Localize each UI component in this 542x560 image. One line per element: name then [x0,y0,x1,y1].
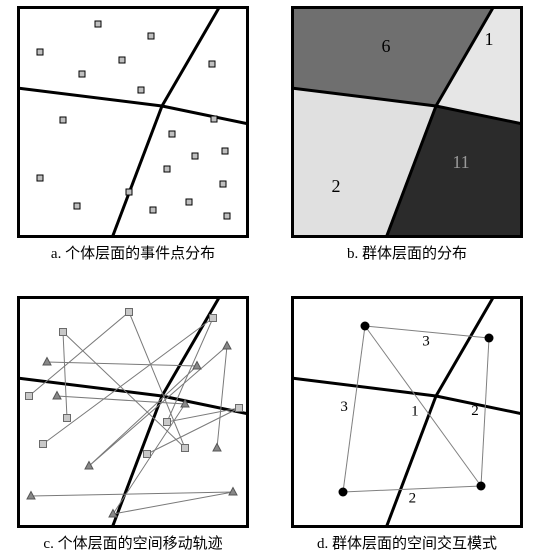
panel-b-svg: 6 1 2 11 [291,6,523,238]
event-point [186,199,192,205]
trajectory-square-marker [26,393,33,400]
edge-label: 2 [471,403,479,419]
trajectory-square-marker [182,445,189,452]
event-point [37,175,43,181]
interaction-node [485,334,494,343]
interaction-node [339,488,348,497]
trajectory-square-marker [126,309,133,316]
edge-label: 3 [340,399,348,415]
panel-c-svg [17,296,249,528]
edge-label: 1 [411,403,419,419]
event-point [222,148,228,154]
panel-c-caption: c. 个体层面的空间移动轨迹 [17,532,249,553]
event-point [220,181,226,187]
event-point [164,166,170,172]
event-point [169,131,175,137]
event-point [37,49,43,55]
panel-a-svg [17,6,249,238]
cell-label: 1 [485,29,494,49]
cell-label: 6 [382,36,391,56]
trajectory-square-marker [236,405,243,412]
trajectory-square-marker [164,419,171,426]
event-point [95,21,101,27]
trajectory-square-marker [64,415,71,422]
event-point [224,213,230,219]
cell-label: 2 [332,176,341,196]
event-point [150,207,156,213]
panel-d: 3 3 1 2 2 d. 群体层面的空间交互模式 [291,296,523,553]
trajectory-square-marker [40,441,47,448]
event-point [119,57,125,63]
edge-label: 2 [409,490,417,506]
trajectory-square-marker [144,451,151,458]
trajectory-square-marker [60,329,67,336]
event-point [148,33,154,39]
panel-b-caption: b. 群体层面的分布 [291,242,523,263]
panel-d-svg: 3 3 1 2 2 [291,296,523,528]
event-point [79,71,85,77]
cell-label: 11 [452,152,469,172]
event-point [211,116,217,122]
panel-b: 6 1 2 11 b. 群体层面的分布 [291,6,523,263]
event-point [74,203,80,209]
panel-a-caption: a. 个体层面的事件点分布 [17,242,249,263]
event-point [60,117,66,123]
event-point [192,153,198,159]
panel-d-caption: d. 群体层面的空间交互模式 [291,532,523,553]
interaction-node [477,482,486,491]
event-point [126,189,132,195]
interaction-node [361,322,370,331]
panel-a: a. 个体层面的事件点分布 [17,6,249,263]
figure-grid: a. 个体层面的事件点分布 6 1 2 11 b. 群体层面的分布 c. 个体层面的空… [0,0,542,560]
trajectory-square-marker [210,315,217,322]
event-point [138,87,144,93]
panel-c: c. 个体层面的空间移动轨迹 [17,296,249,553]
edge-label: 3 [422,333,430,349]
event-point [209,61,215,67]
